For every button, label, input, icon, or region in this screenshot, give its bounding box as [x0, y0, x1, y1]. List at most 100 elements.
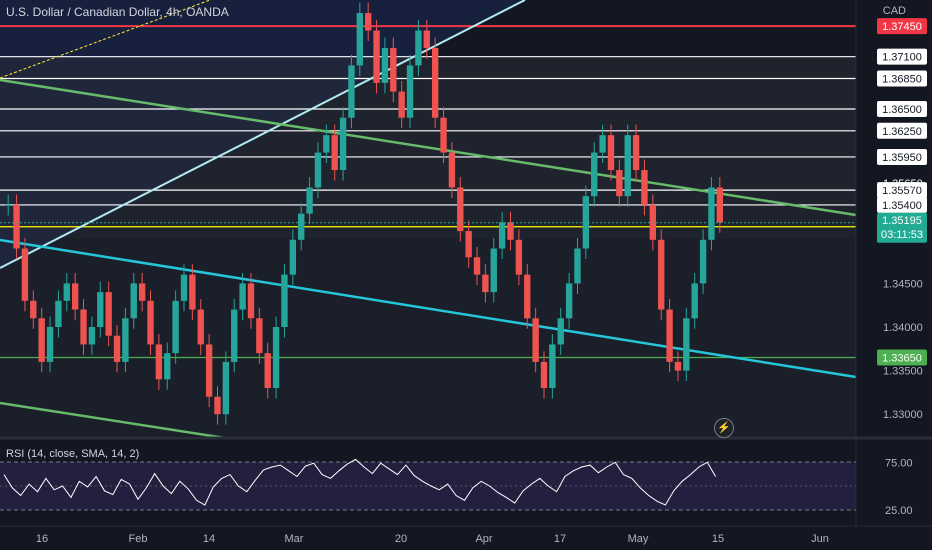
yellow-dashed-trendline[interactable]: [0, 0, 211, 79]
x-tick-label: 14: [203, 533, 215, 545]
price-tag-9: 1.33650: [882, 353, 922, 365]
candle-body: [373, 30, 380, 83]
price-tag-7: 1.35400: [882, 200, 922, 212]
y-tick-label: 1.34000: [883, 322, 923, 334]
green-lower-trendline[interactable]: [0, 401, 226, 440]
candle-body: [406, 65, 414, 118]
candle-body: [674, 361, 682, 371]
candle-body: [172, 300, 179, 354]
candle-body: [699, 239, 707, 284]
candle-body: [599, 135, 606, 153]
y-tick-label: 1.33500: [883, 366, 923, 378]
candle-body: [507, 222, 514, 240]
candle-body: [46, 327, 54, 362]
candle-body: [440, 117, 447, 153]
candle-body: [540, 361, 548, 389]
candle-body: [549, 344, 556, 389]
candle-body: [80, 309, 87, 345]
price-tag-bg: [877, 18, 927, 35]
candle-body: [624, 135, 631, 197]
candle-body: [239, 283, 246, 310]
price-tag-4: 1.36250: [882, 126, 922, 138]
candle-body: [398, 91, 405, 118]
zone-box-lower: [0, 238, 856, 436]
x-tick-label: May: [628, 533, 649, 545]
price-tag-bg: [877, 48, 927, 65]
price-tag-bg: [877, 182, 927, 199]
rsi-tick-label: 25.00: [885, 505, 913, 517]
price-tag-6: 1.35570: [882, 185, 922, 197]
candle-body: [214, 396, 221, 415]
x-tick-label: Jun: [811, 533, 829, 545]
price-tag-bg: [877, 196, 927, 213]
candle-body: [515, 239, 523, 275]
candle-body: [5, 204, 12, 206]
candle-body: [113, 335, 121, 362]
candle-body: [641, 170, 648, 205]
symbol-title[interactable]: U.S. Dollar / Canadian Dollar, 4h, OANDA: [6, 5, 229, 19]
candle-body: [607, 135, 615, 171]
candle-body: [448, 152, 456, 188]
candle-body: [298, 213, 305, 240]
candle-body: [71, 283, 79, 310]
price-tag-1: 1.37100: [882, 52, 922, 64]
candle-body: [164, 353, 171, 380]
countdown-timer: 03:11:53: [881, 229, 923, 241]
candle-body: [314, 152, 322, 188]
candle-body: [616, 170, 623, 197]
candle-body: [256, 318, 263, 354]
candle-body: [716, 187, 723, 223]
candle-body: [88, 327, 96, 345]
candle-body: [97, 292, 104, 327]
candle-body: [130, 283, 137, 319]
candle-body: [390, 47, 397, 92]
cyan-down-trendline[interactable]: [0, 238, 857, 379]
candle-body: [63, 283, 70, 301]
x-tick-label: 16: [36, 533, 48, 545]
x-tick-label: Mar: [285, 533, 304, 545]
candle-body: [222, 361, 230, 415]
rsi-legend[interactable]: RSI (14, close, SMA, 14, 2): [6, 448, 140, 460]
currency-label: CAD: [882, 5, 906, 17]
price-tag-2: 1.36850: [882, 73, 922, 85]
candle-body: [683, 318, 690, 371]
candle-body: [574, 248, 581, 284]
lightning-icon[interactable]: ⚡: [714, 418, 734, 438]
price-tag-0: 1.37450: [882, 21, 922, 33]
candle-body: [565, 283, 573, 319]
candle-body: [331, 135, 338, 171]
candle-body: [272, 327, 280, 389]
candle-body: [557, 318, 564, 345]
cyan-up-trendline[interactable]: [0, 0, 526, 269]
candle-body: [524, 274, 531, 319]
candle-body: [498, 222, 506, 249]
candle-body: [122, 318, 129, 362]
candle-body: [532, 318, 539, 362]
candle-body: [457, 187, 464, 232]
x-tick-label: Feb: [129, 533, 148, 545]
candle-body: [180, 274, 188, 301]
candle-body: [138, 283, 146, 301]
candle-body: [197, 309, 204, 345]
candle-body: [323, 135, 330, 153]
candle-body: [147, 300, 154, 345]
candle-body: [21, 248, 29, 301]
candle-body: [356, 13, 363, 66]
x-tick-label: 20: [395, 533, 407, 545]
candle-body: [666, 309, 673, 362]
y-tick-label: 1.33000: [883, 409, 923, 421]
candle-body: [289, 239, 297, 275]
candle-body: [306, 187, 313, 214]
candle-body: [339, 117, 347, 171]
candle-body: [264, 353, 271, 389]
candle-body: [365, 13, 372, 31]
candle-body: [105, 292, 112, 336]
price-tag-bg: [877, 122, 927, 139]
rsi-line: [3, 458, 717, 506]
rsi-tick-label: 75.00: [885, 457, 913, 469]
price-tag-3: 1.36500: [882, 104, 922, 116]
current-price-tag: [877, 212, 927, 243]
price-tag-bg: [877, 101, 927, 117]
